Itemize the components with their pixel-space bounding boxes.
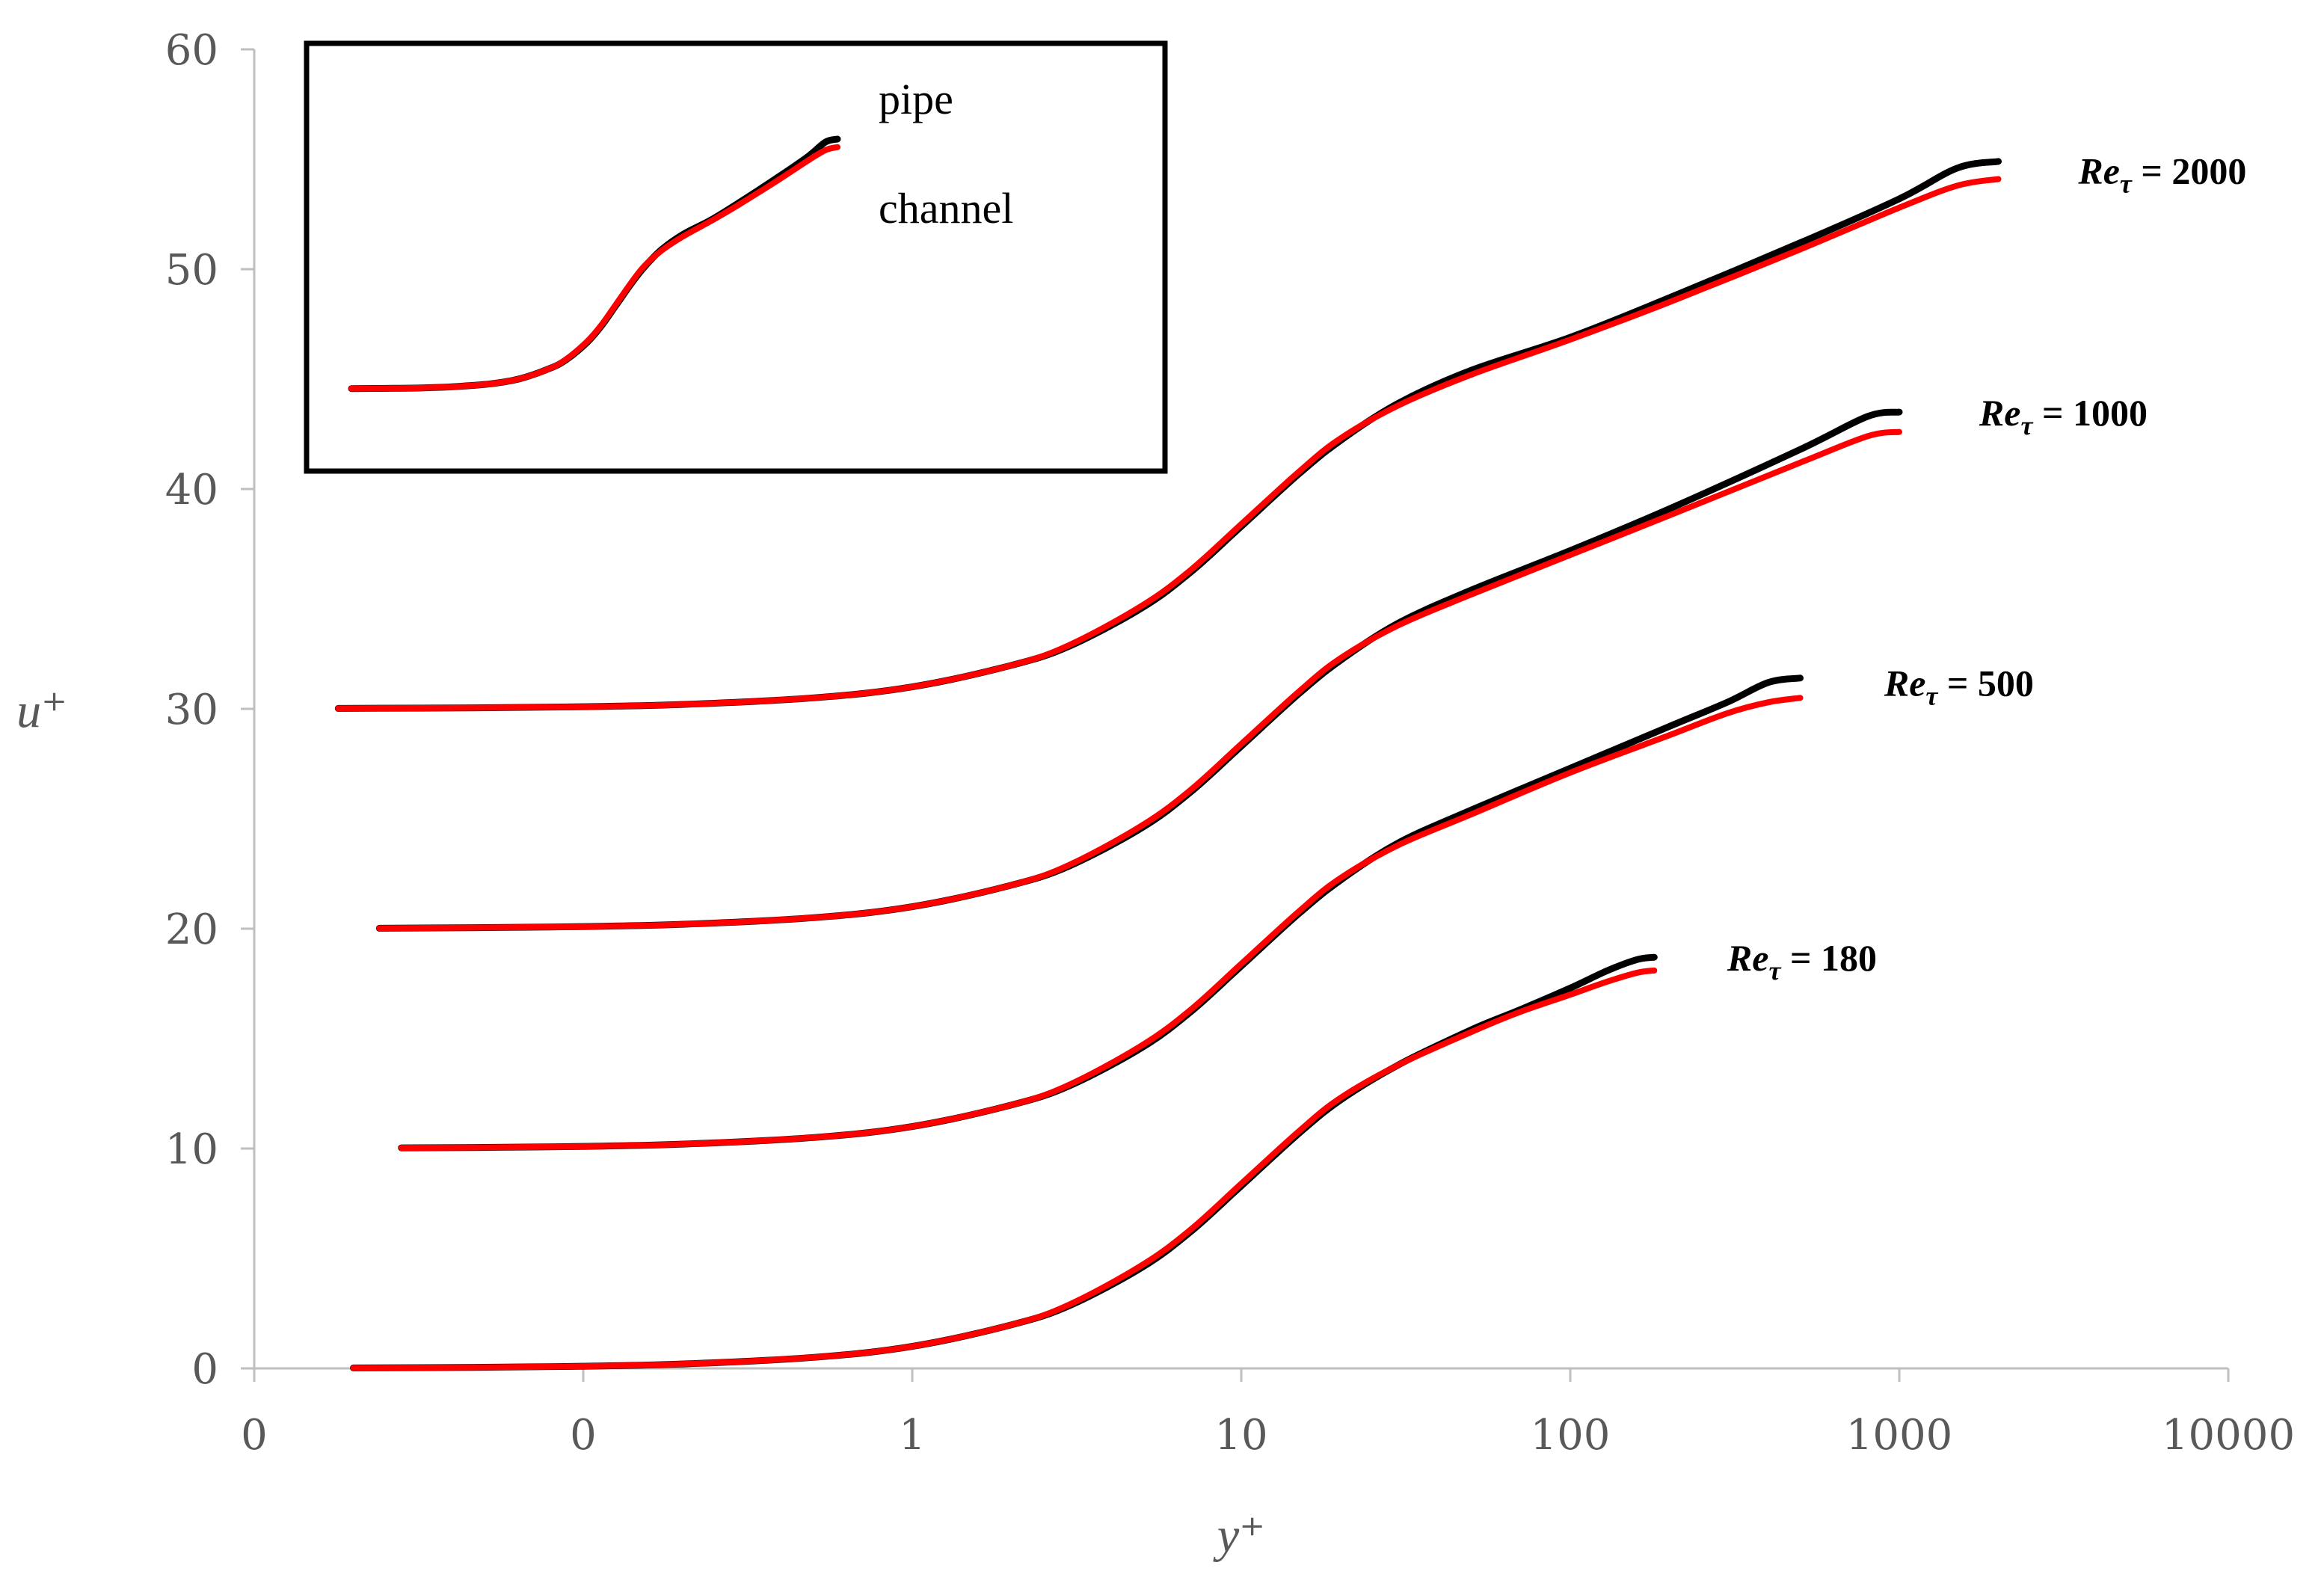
x-tick-label: 10000 [2162,1411,2295,1460]
x-tick-label: 100 [1531,1411,1611,1460]
annotation-group: Reτ = 2000 Reτ = 1000 Reτ = 500 Reτ = 180 [1727,150,2246,986]
pipe-line [398,674,1804,1152]
x-tick-label: 0 [241,1411,268,1460]
y-axis-label: u⁺ [16,683,67,738]
y-tick-label: 30 [165,686,218,734]
x-tick-label: 10 [1214,1411,1267,1460]
y-tick-label: 10 [165,1125,218,1174]
channel-line [376,428,1902,932]
legend-sample-channel [348,144,840,392]
x-tick-label: 1 [899,1411,926,1460]
x-tick-label: 1000 [1846,1411,1953,1460]
legend-sample-lines [348,135,841,393]
re-tau-label: Reτ = 2000 [2077,150,2246,199]
y-tick-label: 40 [165,466,218,514]
channel-line [350,967,1658,1371]
y-tick-label: 0 [191,1345,218,1394]
x-tick-label: 0 [570,1411,597,1460]
legend-box [304,40,1168,474]
re-tau-label: Reτ = 1000 [1979,392,2148,440]
pipe-line [375,408,1903,932]
re-tau-label: Reτ = 180 [1727,937,1877,986]
y-tick-label: 50 [165,246,218,295]
y-tick-label: 60 [165,26,218,75]
channel-line [398,695,1804,1152]
legend-label-pipe: pipe [879,75,953,123]
legend-label-channel: channel [879,184,1013,233]
x-axis-label: y⁺ [1213,1508,1265,1563]
channel-line [335,176,2002,712]
legend: pipe channel [304,40,1168,474]
y-tick-label: 20 [165,906,218,954]
re-tau-label: Reτ = 500 [1884,663,2034,711]
series-group [334,158,2002,1371]
pipe-line [350,953,1658,1371]
